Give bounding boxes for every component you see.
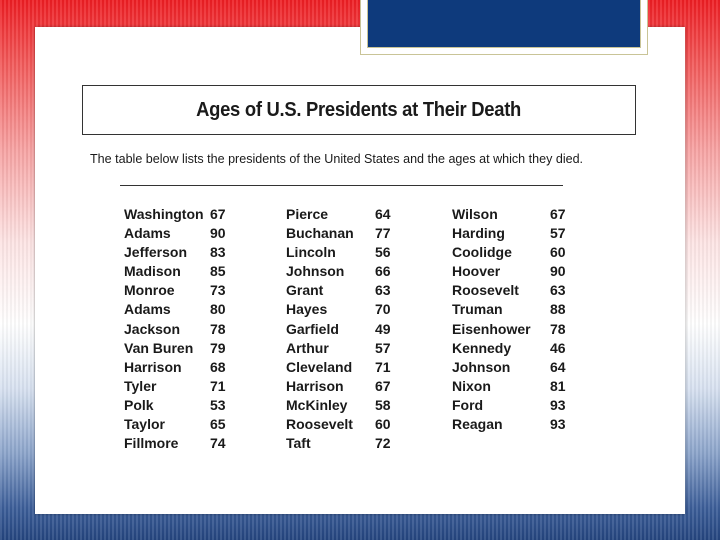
president-name: Polk: [124, 396, 154, 413]
age-at-death: 63: [550, 282, 566, 299]
age-at-death: 60: [550, 244, 566, 261]
president-name: Jefferson: [124, 244, 188, 261]
age-at-death: 73: [210, 282, 226, 299]
age-at-death: 49: [375, 320, 391, 337]
age-at-death: 57: [375, 339, 391, 356]
president-name: Harding: [452, 225, 505, 242]
president-name: Fillmore: [124, 435, 179, 452]
age-at-death: 77: [375, 225, 391, 242]
president-name: Washington: [124, 206, 204, 222]
age-at-death: 46: [550, 339, 566, 356]
slide-title: Ages of U.S. Presidents at Their Death: [196, 98, 522, 121]
age-at-death: 93: [550, 416, 566, 433]
president-name: Wilson: [452, 206, 498, 222]
age-at-death: 79: [210, 339, 226, 356]
age-at-death: 90: [210, 225, 226, 242]
president-name: Jackson: [124, 320, 181, 337]
age-at-death: 68: [210, 358, 226, 375]
president-name: Coolidge: [452, 244, 512, 261]
header-decoration: [360, 0, 648, 55]
age-at-death: 78: [550, 320, 566, 337]
president-name: Arthur: [286, 339, 329, 356]
president-name: Taylor: [124, 416, 165, 433]
age-at-death: 67: [375, 377, 391, 394]
age-at-death: 65: [210, 416, 226, 433]
president-name: Nixon: [452, 377, 491, 394]
age-at-death: 90: [550, 263, 566, 280]
president-name: Madison: [124, 263, 181, 280]
president-name: Kennedy: [452, 339, 512, 356]
age-at-death: 71: [375, 358, 391, 375]
president-name: Lincoln: [286, 244, 336, 261]
president-name: Adams: [124, 301, 171, 318]
age-at-death: 72: [375, 435, 391, 452]
navy-panel: [367, 0, 641, 48]
president-name: Truman: [452, 301, 503, 318]
age-at-death: 83: [210, 244, 226, 261]
president-name: Reagan: [452, 416, 503, 433]
age-at-death: 53: [210, 396, 226, 413]
age-at-death: 80: [210, 301, 226, 318]
president-name: Hoover: [452, 263, 501, 280]
president-name: Monroe: [124, 282, 175, 299]
president-name: Buchanan: [286, 225, 354, 242]
president-name: Harrison: [286, 377, 344, 394]
age-at-death: 57: [550, 225, 566, 242]
president-name: Johnson: [452, 358, 511, 375]
president-name: Ford: [452, 396, 484, 413]
president-name: Eisenhower: [452, 320, 531, 337]
age-at-death: 74: [210, 435, 226, 452]
age-at-death: 85: [210, 263, 226, 280]
age-at-death: 93: [550, 396, 566, 413]
age-at-death: 58: [375, 396, 391, 413]
age-at-death: 78: [210, 320, 226, 337]
president-name: Harrison: [124, 358, 182, 375]
president-name: Van Buren: [124, 339, 194, 356]
slide-content: Ages of U.S. Presidents at Their Death T…: [35, 27, 685, 514]
age-at-death: 64: [375, 206, 391, 222]
age-at-death: 67: [550, 206, 566, 222]
title-box: Ages of U.S. Presidents at Their Death: [82, 85, 636, 135]
president-name: Roosevelt: [286, 416, 353, 433]
age-at-death: 70: [375, 301, 391, 318]
age-at-death: 67: [210, 206, 226, 222]
age-at-death: 71: [210, 377, 226, 394]
age-at-death: 56: [375, 244, 391, 261]
age-at-death: 60: [375, 416, 391, 433]
president-name: McKinley: [286, 396, 348, 413]
president-name: Johnson: [286, 263, 345, 280]
divider-line: [120, 185, 563, 186]
age-at-death: 64: [550, 358, 566, 375]
intro-text: The table below lists the presidents of …: [90, 151, 584, 166]
age-at-death: 88: [550, 301, 566, 318]
president-name: Hayes: [286, 301, 328, 318]
age-at-death: 63: [375, 282, 391, 299]
president-name: Garfield: [286, 320, 339, 337]
president-name: Grant: [286, 282, 324, 299]
president-name: Taft: [286, 435, 311, 452]
age-at-death: 66: [375, 263, 391, 280]
president-name: Adams: [124, 225, 171, 242]
president-name: Roosevelt: [452, 282, 519, 299]
president-name: Tyler: [124, 377, 157, 394]
president-name: Cleveland: [286, 358, 353, 375]
president-name: Pierce: [286, 206, 329, 222]
age-at-death: 81: [550, 377, 566, 394]
